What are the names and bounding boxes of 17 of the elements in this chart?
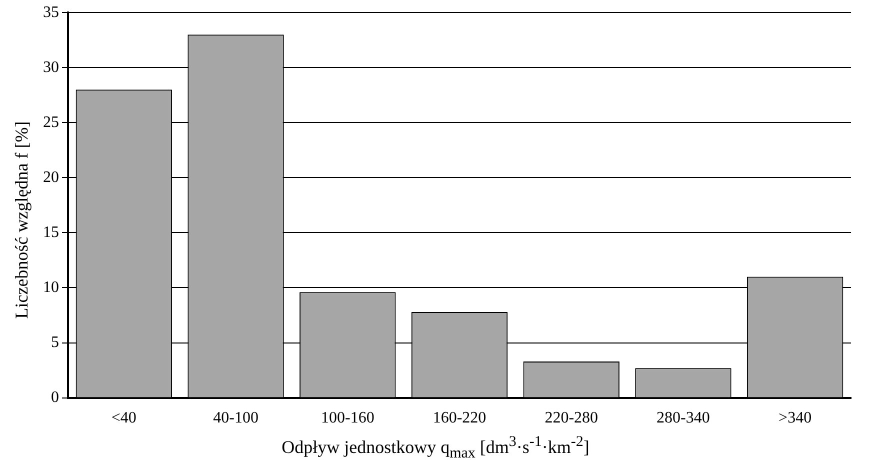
x-tick-label: 100-160 xyxy=(320,410,374,427)
x-tick-label: >340 xyxy=(778,410,812,427)
y-tick-label: 10 xyxy=(43,278,59,296)
x-tick-label: 280-340 xyxy=(656,410,710,427)
y-tick-label: 15 xyxy=(43,224,59,241)
y-axis-title: Liczebność względna f [%] xyxy=(12,121,32,319)
x-tick-label: 160-220 xyxy=(432,410,486,427)
x-tick-label: <40 xyxy=(111,410,136,427)
y-tick-label: 0 xyxy=(51,389,59,406)
y-tick-label: 25 xyxy=(43,114,59,131)
text: Odpływ jednostkowy q$_{max}$ [dm$^{3}$·s$^{-1}$·km$^{-2}$] xyxy=(282,434,590,462)
y-tick-label: 35 xyxy=(43,4,59,21)
y-tick-label: 5 xyxy=(51,334,59,351)
y-tick-label: 30 xyxy=(43,58,59,76)
y-tick-label: 20 xyxy=(43,168,59,186)
x-tick-label: 220-280 xyxy=(544,410,598,427)
x-tick-label: 40-100 xyxy=(213,410,258,427)
